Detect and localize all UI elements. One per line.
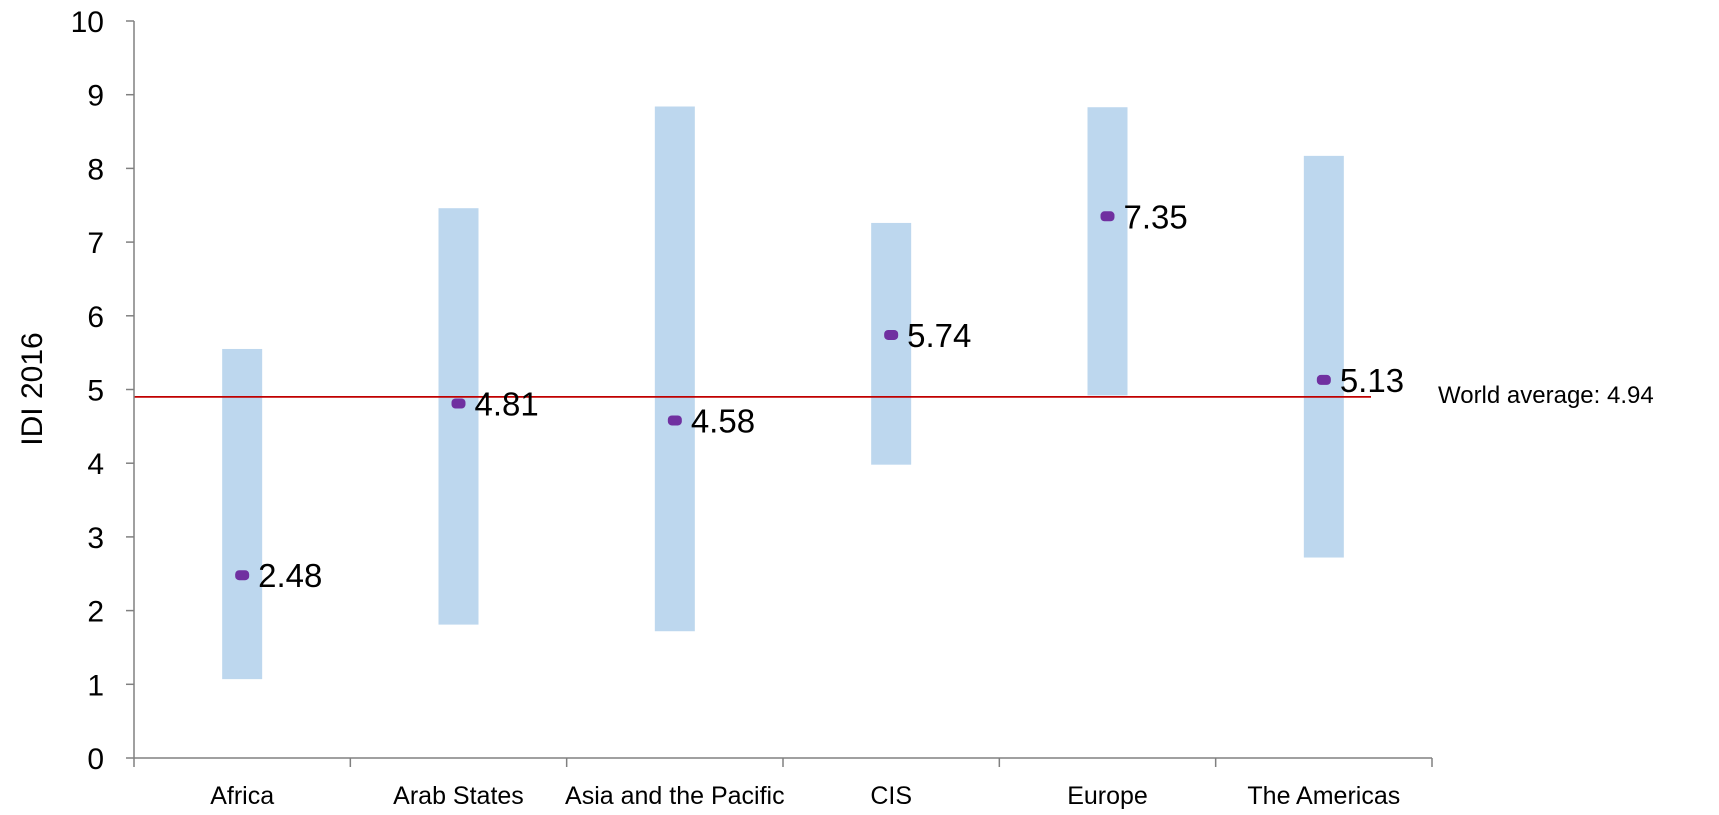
data-point — [235, 570, 250, 581]
data-point — [1316, 374, 1331, 385]
x-category-label: CIS — [870, 782, 912, 810]
y-tick-label: 10 — [71, 6, 104, 39]
x-category-label: The Americas — [1247, 782, 1400, 810]
data-value-label: 5.13 — [1340, 362, 1404, 399]
range-bars — [222, 106, 1344, 680]
data-value-label: 5.74 — [907, 317, 971, 354]
y-tick-label: 0 — [87, 743, 104, 776]
y-tick-label: 2 — [87, 596, 104, 629]
x-ticks: Africa Arab States Asia and the Pacific CIS… — [133, 758, 1433, 810]
data-value-label: 2.48 — [258, 557, 322, 594]
data-points: 2.48 4.81 4.58 5.74 7.35 5.13 — [235, 198, 1404, 594]
x-category-label: Africa — [210, 782, 274, 810]
data-point — [451, 398, 466, 409]
y-axis-title: IDI 2016 — [16, 332, 49, 445]
x-category-label: Asia and the Pacific — [565, 782, 785, 810]
range-bar — [438, 208, 479, 625]
y-ticks: 0 1 2 3 4 5 6 7 8 9 10 — [71, 6, 134, 776]
y-tick-label: 9 — [87, 80, 104, 113]
axes — [133, 21, 1432, 759]
range-bar — [1087, 107, 1128, 396]
y-tick-label: 1 — [87, 669, 104, 702]
data-point — [1100, 211, 1115, 222]
world-average-label: World average: 4.94 — [1438, 382, 1654, 409]
x-category-label: Arab States — [393, 782, 524, 810]
data-value-label: 7.35 — [1124, 198, 1188, 235]
y-tick-label: 7 — [87, 227, 104, 260]
range-bar — [654, 106, 695, 632]
range-bar — [871, 222, 912, 465]
y-tick-label: 4 — [87, 448, 104, 481]
y-tick-label: 3 — [87, 522, 104, 555]
y-tick-label: 5 — [87, 375, 104, 408]
range-bar — [1303, 155, 1344, 558]
y-tick-label: 8 — [87, 153, 104, 186]
y-tick-label: 6 — [87, 301, 104, 334]
range-bar — [222, 348, 263, 680]
world-average-line-group: World average: 4.94 — [134, 382, 1654, 409]
data-value-label: 4.58 — [691, 402, 755, 439]
x-category-label: Europe — [1067, 782, 1148, 810]
data-point — [667, 415, 682, 426]
data-point — [884, 329, 899, 340]
data-value-label: 4.81 — [475, 386, 539, 423]
